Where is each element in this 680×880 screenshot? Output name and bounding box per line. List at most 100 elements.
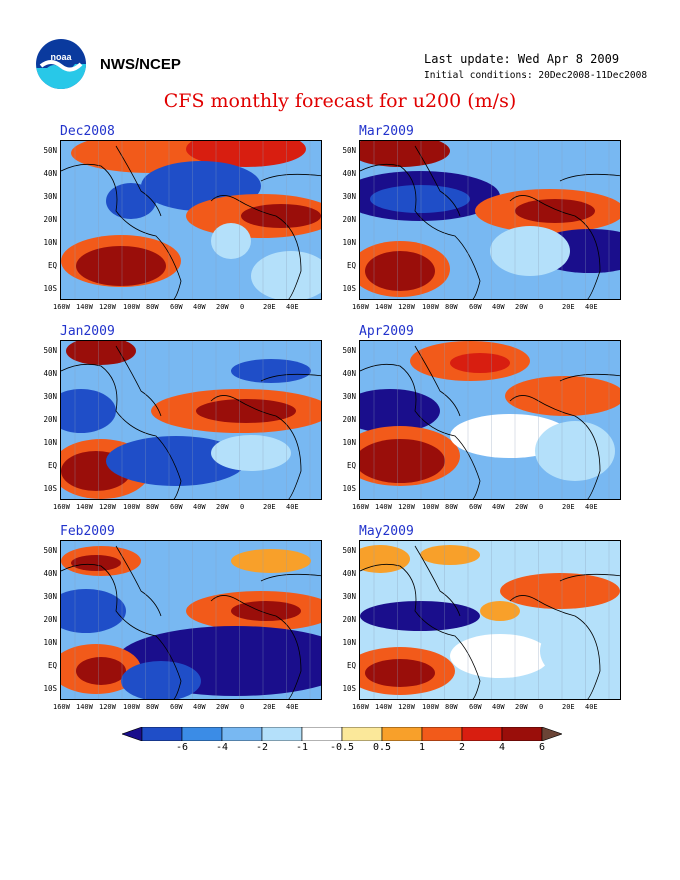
- legend-tick-label: -2: [255, 742, 269, 753]
- lat-tick-label: 10N: [43, 438, 57, 447]
- lat-tick-label: 10S: [342, 684, 356, 693]
- legend-swatch: [181, 727, 223, 741]
- lon-tick-label: 20E: [562, 303, 575, 311]
- lat-tick-label: 50N: [342, 146, 356, 155]
- lat-tick-label: 10S: [43, 684, 57, 693]
- field-contour: [360, 601, 480, 631]
- lat-tick-label: 20N: [43, 615, 57, 624]
- lat-tick-label: 40N: [342, 569, 356, 578]
- lon-tick-label: 120W: [398, 503, 415, 511]
- field-contour: [61, 389, 116, 433]
- field-contour: [535, 421, 615, 481]
- field-contour: [231, 549, 311, 573]
- lon-tick-label: 160W: [53, 503, 70, 511]
- panel-title: Jan2009: [60, 324, 115, 339]
- lat-tick-label: 20N: [342, 615, 356, 624]
- lon-tick-label: 60W: [469, 703, 482, 711]
- field-contour: [360, 141, 450, 167]
- lon-tick-label: 20E: [263, 303, 276, 311]
- lon-tick-label: 0: [539, 503, 544, 511]
- lat-tick-label: 50N: [43, 546, 57, 555]
- lon-tick-label: 100W: [422, 703, 439, 711]
- field-contour: [61, 589, 126, 633]
- lat-tick-label: 10S: [342, 284, 356, 293]
- lat-tick-label: EQ: [47, 461, 57, 470]
- field-contour: [251, 251, 321, 299]
- lat-tick-label: 50N: [43, 146, 57, 155]
- panel-title: May2009: [359, 524, 414, 539]
- lon-tick-label: 120W: [398, 303, 415, 311]
- lon-tick-label: 20E: [562, 703, 575, 711]
- field-contour: [540, 621, 620, 681]
- lon-tick-label: 100W: [123, 503, 140, 511]
- legend-tick-label: 1: [418, 742, 426, 753]
- lon-tick-label: 0: [240, 703, 245, 711]
- legend-tick-label: -0.5: [329, 742, 355, 753]
- field-contour: [76, 246, 166, 286]
- lon-tick-label: 100W: [123, 703, 140, 711]
- lon-tick-label: 40E: [286, 303, 299, 311]
- lat-tick-label: 20N: [43, 415, 57, 424]
- lon-tick-label: 0: [539, 303, 544, 311]
- lat-tick-label: 10N: [342, 238, 356, 247]
- field-contour: [360, 389, 440, 433]
- coastline: [61, 545, 321, 699]
- lon-tick-label: 0: [240, 303, 245, 311]
- lon-tick-label: 40E: [585, 503, 598, 511]
- lon-tick-label: 20W: [515, 303, 528, 311]
- legend-tick-label: 4: [498, 742, 506, 753]
- lat-tick-label: 20N: [342, 215, 356, 224]
- lon-tick-label: 80W: [445, 703, 458, 711]
- lon-tick-label: 80W: [445, 503, 458, 511]
- field-contour: [71, 555, 121, 571]
- coastline: [61, 145, 321, 299]
- color-legend-bar: [122, 727, 562, 741]
- lon-tick-label: 120W: [398, 703, 415, 711]
- legend-swatch: [141, 727, 183, 741]
- lon-tick-label: 40E: [585, 703, 598, 711]
- lon-tick-label: 20E: [263, 503, 276, 511]
- field-contour: [450, 634, 550, 678]
- lon-tick-label: 80W: [146, 703, 159, 711]
- lat-tick-label: 10N: [342, 438, 356, 447]
- svg-text:noaa: noaa: [50, 52, 72, 62]
- field-contour: [420, 545, 480, 565]
- lon-tick-label: 140W: [76, 503, 93, 511]
- noaa-logo: noaa: [36, 39, 86, 89]
- lat-tick-label: 40N: [43, 569, 57, 578]
- lon-tick-label: 140W: [76, 303, 93, 311]
- panel-mar2009: Mar2009 50N 40N 30N 20N 10N EQ 10S 160W 140W 120W…: [302, 124, 622, 324]
- lon-tick-label: 80W: [146, 303, 159, 311]
- legend-tick-label: -4: [215, 742, 229, 753]
- field-contour: [196, 399, 296, 423]
- lat-tick-label: 10S: [342, 484, 356, 493]
- legend-swatch: [381, 727, 423, 741]
- lat-tick-label: 40N: [43, 169, 57, 178]
- lat-tick-label: EQ: [346, 461, 356, 470]
- legend-swatch: [122, 727, 143, 741]
- field-contour: [490, 226, 570, 276]
- panel-may2009: May2009 50N 40N 30N 20N 10N EQ 10S 160W 140W 120W…: [302, 524, 622, 724]
- lon-tick-label: 100W: [422, 303, 439, 311]
- panel-title: Dec2008: [60, 124, 115, 139]
- panel-title: Mar2009: [359, 124, 414, 139]
- lon-tick-label: 40W: [492, 703, 505, 711]
- lon-tick-label: 140W: [375, 703, 392, 711]
- lat-tick-label: 10S: [43, 484, 57, 493]
- coastline: [360, 345, 620, 499]
- lon-tick-label: 40E: [286, 703, 299, 711]
- lon-tick-label: 120W: [99, 503, 116, 511]
- panel-title: Feb2009: [60, 524, 115, 539]
- lat-tick-label: 20N: [342, 415, 356, 424]
- lon-tick-label: 160W: [53, 303, 70, 311]
- field-contour: [370, 185, 470, 213]
- field-contour: [365, 659, 435, 687]
- lon-tick-label: 40W: [193, 503, 206, 511]
- lon-tick-label: 40W: [193, 703, 206, 711]
- legend-swatch: [421, 727, 463, 741]
- field-contour: [360, 439, 445, 483]
- legend-tick-label: -1: [295, 742, 309, 753]
- lon-tick-label: 120W: [99, 703, 116, 711]
- panel-apr2009: Apr2009 50N 40N 30N 20N 10N EQ 10S 160W 140W 120W…: [302, 324, 622, 524]
- map-apr2009: [359, 340, 621, 500]
